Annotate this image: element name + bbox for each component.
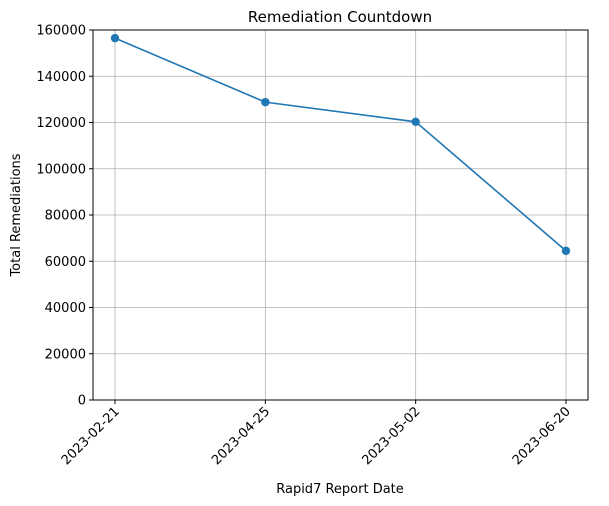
grid-lines [93, 29, 588, 401]
series-group [110, 33, 571, 256]
data-point [110, 33, 120, 43]
y-tick-label: 60000 [45, 255, 86, 270]
chart-title: Remediation Countdown [248, 8, 432, 26]
y-tick-label: 0 [78, 394, 86, 409]
y-axis-title: Total Remediations [9, 153, 24, 277]
x-tick-label: 2023-05-02 [359, 404, 423, 468]
y-tick-label: 160000 [36, 24, 86, 39]
x-axis-title: Rapid7 Report Date [276, 482, 404, 497]
y-tick-label: 40000 [45, 301, 86, 316]
y-tick-label: 80000 [45, 209, 86, 224]
data-point [261, 97, 270, 107]
x-axis: 2023-02-21 2023-04-25 2023-05-02 2023-06-20 [59, 400, 574, 468]
data-point [561, 246, 571, 256]
x-tick-label: 2023-04-25 [209, 404, 273, 468]
y-axis: 0 20000 40000 60000 80000 100000 120000 140000 1… [36, 24, 93, 409]
y-tick-label: 100000 [36, 162, 86, 177]
series-line [114, 37, 567, 252]
y-tick-label: 120000 [36, 116, 86, 131]
x-tick-label: 2023-02-21 [59, 404, 123, 468]
y-tick-label: 20000 [45, 347, 86, 362]
data-point [411, 117, 420, 127]
y-tick-label: 140000 [36, 70, 86, 85]
x-tick-label: 2023-06-20 [510, 404, 574, 468]
